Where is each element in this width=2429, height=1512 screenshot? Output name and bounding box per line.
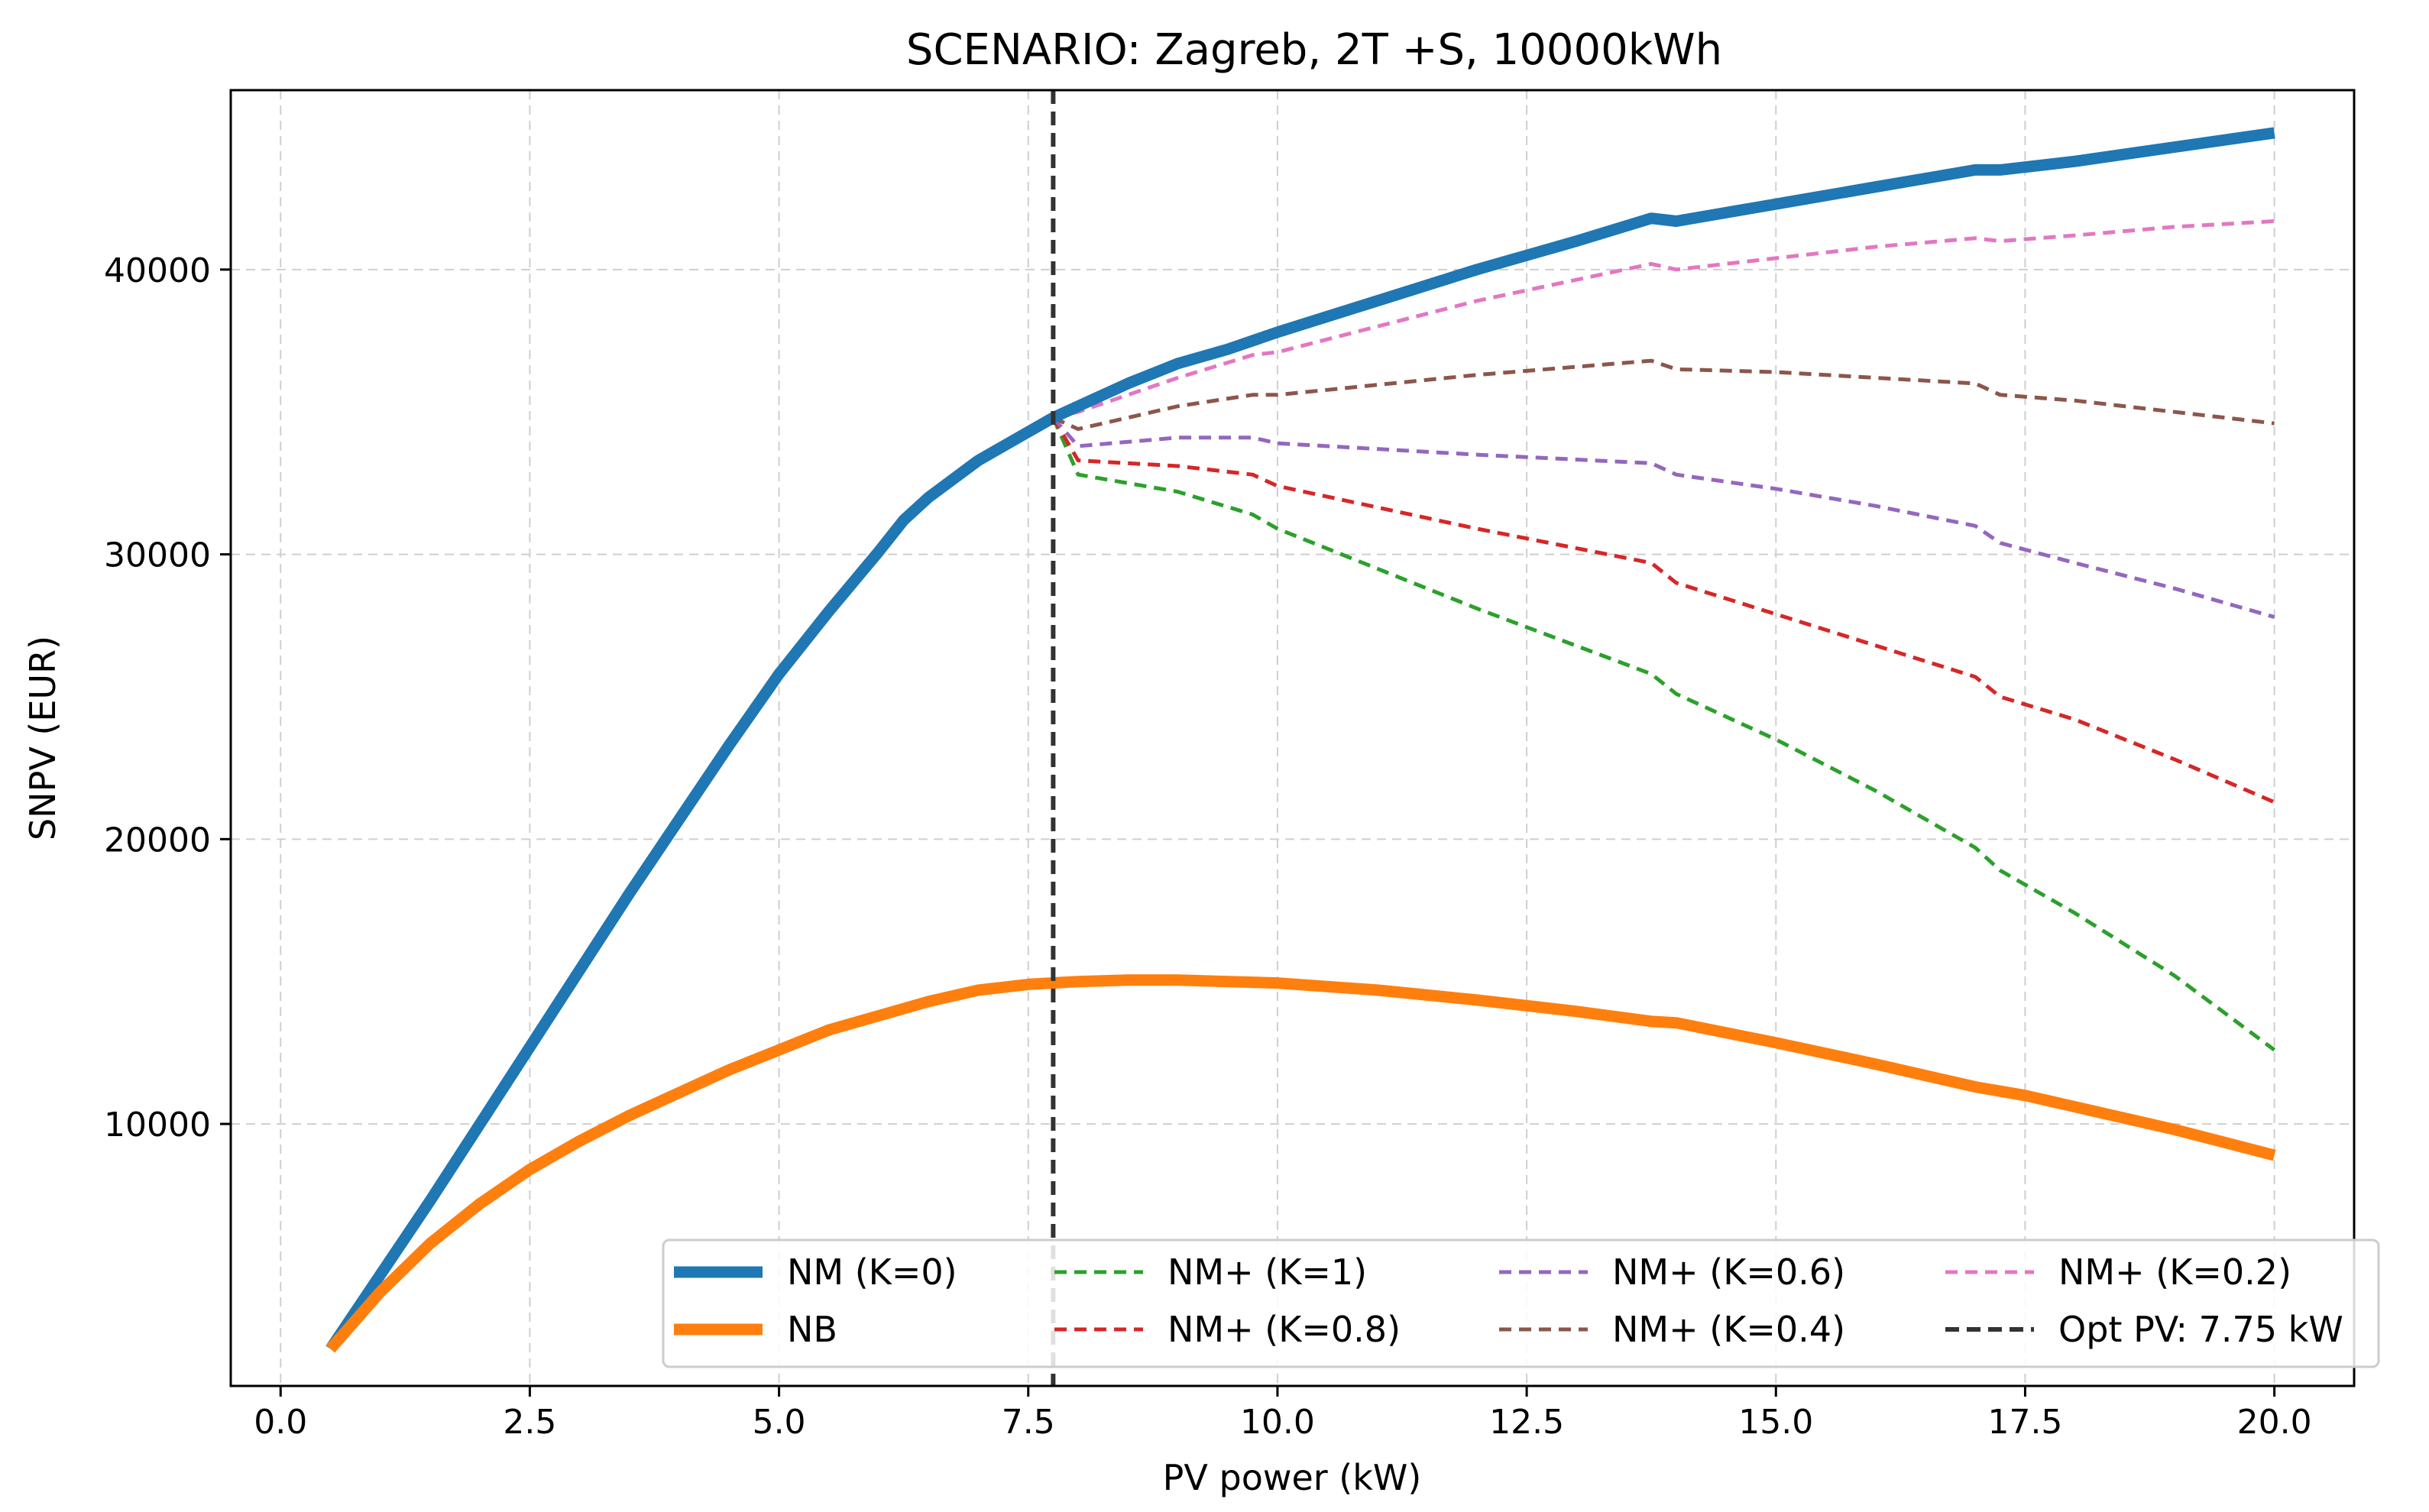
legend-label-nb: NB (787, 1309, 837, 1350)
legend-label-nm-k-0-6: NM+ (K=0.6) (1612, 1251, 1845, 1293)
x-tick-label: 17.5 (1987, 1403, 2062, 1442)
legend-entries: NM (K=0) NB NM+ (K=1) NM+ (K=0.8) NM+ (K=0.6… (674, 1251, 2343, 1350)
legend-label-nm-k-1: NM+ (K=1) (1168, 1251, 1367, 1293)
x-tick-label: 20.0 (2237, 1403, 2312, 1442)
x-axis-ticks: 0.0 2.5 5.0 7.5 10.0 12.5 15.0 17.5 20.0 (254, 1386, 2312, 1442)
x-tick-label: 15.0 (1738, 1403, 1813, 1442)
x-tick-label: 5.0 (753, 1403, 806, 1442)
y-tick-label: 40000 (104, 251, 211, 290)
series-line-nm-k-0-8 (1051, 416, 2275, 805)
series-lines (325, 127, 2276, 1353)
y-tick-label: 10000 (104, 1106, 211, 1145)
series-line-nm-k-0-6 (1051, 416, 2275, 620)
series-line-nm-k-0 (325, 127, 2275, 1352)
grid-lines (231, 90, 2354, 1386)
x-tick-label: 10.0 (1240, 1403, 1315, 1442)
legend-label-nm-k-0-4: NM+ (K=0.4) (1612, 1309, 1845, 1350)
x-tick-label: 12.5 (1489, 1403, 1564, 1442)
series-line-nb (325, 974, 2276, 1353)
legend: NM (K=0) NB NM+ (K=1) NM+ (K=0.8) NM+ (K=0.6… (662, 1238, 2380, 1368)
y-tick-label: 20000 (104, 821, 211, 860)
legend-label-nm-k-0-8: NM+ (K=0.8) (1168, 1309, 1401, 1350)
plot-frame (229, 89, 2356, 1387)
series-line-nm-k-0-2 (1052, 219, 2275, 420)
x-tick-label: 7.5 (1002, 1403, 1055, 1442)
legend-label-nm-k-0-2: NM+ (K=0.2) (2058, 1251, 2291, 1293)
y-axis-label: SNPV (EUR) (22, 636, 63, 840)
x-tick-label: 2.5 (503, 1403, 556, 1442)
x-axis-label: PV power (kW) (1163, 1457, 1422, 1498)
y-tick-label: 30000 (104, 536, 211, 575)
y-axis-ticks: 10000 20000 30000 40000 (104, 251, 231, 1145)
legend-label-nm-k-0: NM (K=0) (787, 1251, 957, 1293)
series-line-nm-k-1 (1051, 416, 2276, 1052)
x-tick-label: 0.0 (254, 1403, 307, 1442)
chart-title: SCENARIO: Zagreb, 2T +S, 10000kWh (906, 25, 1722, 75)
legend-label-opt-pv-7-75-kw: Opt PV: 7.75 kW (2058, 1309, 2343, 1350)
